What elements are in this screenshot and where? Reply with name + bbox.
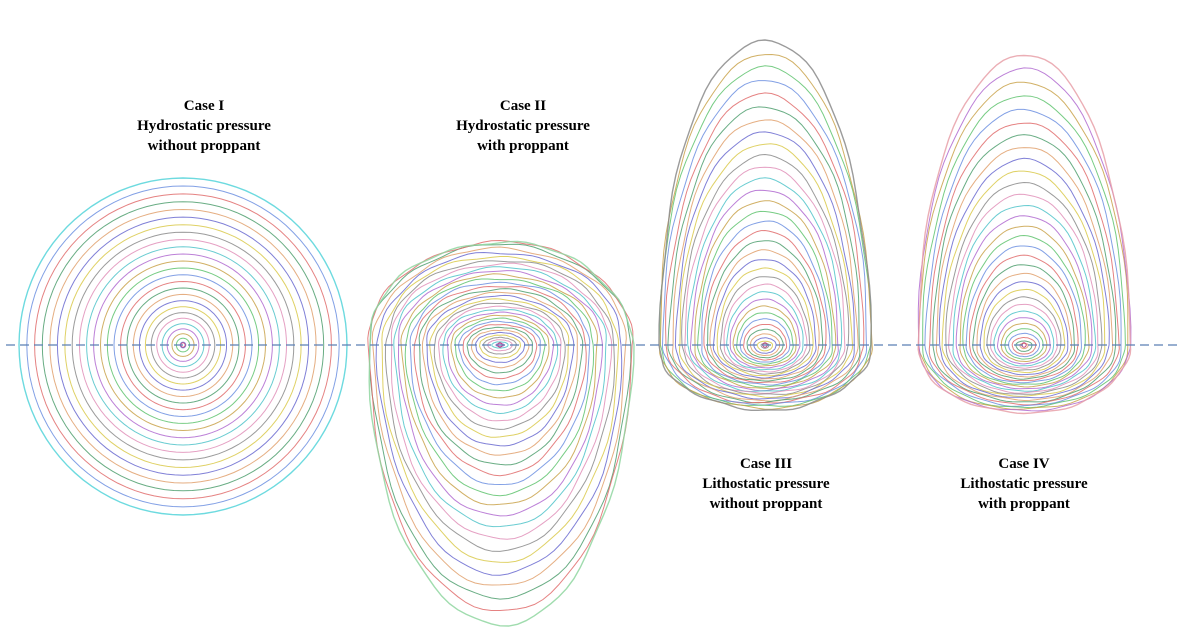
case-1-contour [56,216,310,476]
case-3-contour [672,119,859,402]
case-1-contour [106,267,260,424]
case-3-title: Case III [739,456,793,472]
case-3-proppant: without proppant [709,496,823,512]
case-3-contour [674,131,855,400]
case-2-proppant: with proppant [477,138,569,154]
case-4-contour [1019,343,1029,350]
case-1-contour [171,333,195,357]
case-3-label: Case III Lithostatic pressure without pr… [656,454,876,514]
case-3-contour [701,220,831,386]
case-1-contour [49,208,317,484]
case-2-contour [479,334,522,359]
case-3-contour [743,324,788,361]
case-1-pressure: Hydrostatic pressure [137,118,271,134]
case-1-contour [99,260,267,432]
case-2-contour [421,291,578,456]
case-2-contour [433,302,566,430]
case-1-proppant: without proppant [147,138,261,154]
case-4-contour [952,204,1097,392]
case-3-contour [703,229,827,383]
case-2-contour [369,243,632,600]
case-3-contour [716,267,814,377]
case-3-contour [659,53,873,410]
case-1-contour [86,246,280,446]
case-4-contour [955,215,1093,390]
case-3-contour [732,305,797,367]
case-4-contour [983,288,1066,374]
case-1-contour [18,177,348,516]
case-1-contour [41,201,325,492]
case-1-contour [156,317,210,373]
case-1-contour [26,185,340,508]
case-4-title: Case IV [998,456,1050,472]
case-2-contour [438,305,562,422]
case-4-contour [941,170,1106,397]
case-2-contour [409,281,591,486]
case-2-title: Case II [499,98,547,114]
case-3-contour [686,177,843,393]
case-2-contour [450,314,550,399]
case-3-contour [729,298,801,369]
case-1-contour [78,238,288,453]
case-3-contours [658,39,873,411]
case-4-contour [1011,337,1037,355]
case-3-contour [746,328,784,359]
case-2-label: Case II Hydrostatic pressure with proppa… [413,96,633,156]
case-4-contour [928,122,1120,406]
case-2-contour [462,324,538,380]
case-4-contour [996,317,1051,365]
case-4-proppant: with proppant [978,496,1070,512]
case-3-contour [756,340,773,352]
case-3-pressure: Lithostatic pressure [702,476,830,492]
case-4-pressure: Lithostatic pressure [960,476,1088,492]
case-3-contour [661,80,868,406]
case-2-contour [466,326,533,374]
case-1-label: Case I Hydrostatic pressure without prop… [94,96,314,156]
case-2-contour [393,266,607,528]
case-4-contour [968,254,1079,382]
case-4-contours [917,54,1132,415]
case-2-contour [413,285,587,477]
case-4-contour [938,157,1110,399]
case-1-title: Case I [183,98,225,114]
case-3-contour [689,189,839,392]
case-4-label: Case IV Lithostatic pressure with proppa… [914,454,1134,514]
case-1-contour [113,274,253,418]
case-1-contours [18,177,348,516]
case-1-contour [71,231,295,461]
case-2-pressure: Hydrostatic pressure [456,118,590,134]
case-2-contour [491,341,509,349]
case-2-contour [381,256,620,563]
case-2-contours [367,239,635,627]
case-1-contour [144,306,222,385]
